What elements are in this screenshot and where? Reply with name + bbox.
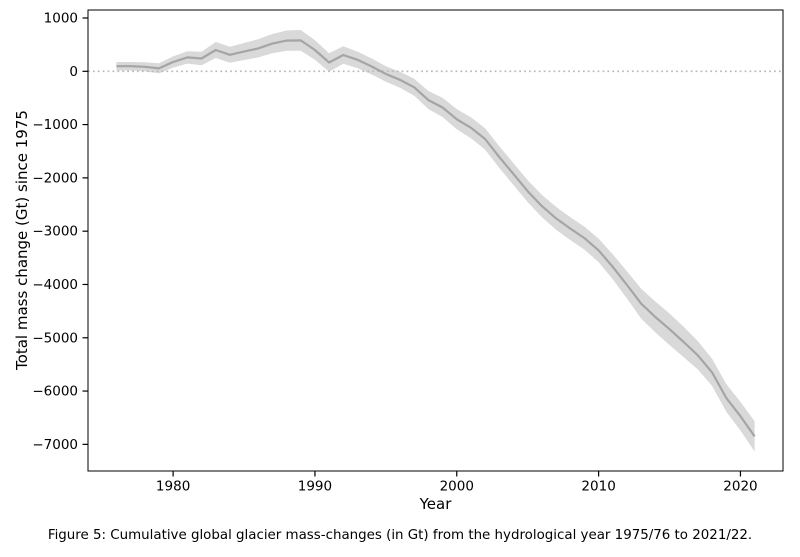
y-tick-label-−1000: −1000 bbox=[32, 117, 78, 133]
y-axis-label: Total mass change (Gt) since 1975 bbox=[13, 110, 31, 370]
x-tick-label-2010: 2010 bbox=[581, 479, 615, 495]
x-tick-label-2020: 2020 bbox=[723, 479, 757, 495]
chart-canvas: 1980 1990 2000 2010 2020 1000 0 −1000 −2000 −3000… bbox=[32, 9, 784, 495]
y-tick-label-−5000: −5000 bbox=[32, 330, 78, 346]
x-axis-label: Year bbox=[419, 495, 452, 513]
x-tick-label-1990: 1990 bbox=[298, 479, 332, 495]
y-tick-label-−2000: −2000 bbox=[32, 170, 78, 186]
x-tick-label-2000: 2000 bbox=[440, 479, 474, 495]
uncertainty-band bbox=[116, 30, 755, 452]
y-tick-label-−7000: −7000 bbox=[32, 437, 78, 453]
y-tick-label-−4000: −4000 bbox=[32, 277, 78, 293]
plot-border bbox=[87, 9, 784, 472]
y-tick-label-0: 0 bbox=[69, 64, 78, 80]
x-tick-label-1980: 1980 bbox=[156, 479, 190, 495]
mass-change-line bbox=[116, 39, 756, 438]
figure-caption: Figure 5: Cumulative global glacier mass… bbox=[47, 528, 753, 543]
y-tick-label-−6000: −6000 bbox=[32, 384, 78, 400]
y-tick-label-1000: 1000 bbox=[44, 10, 78, 26]
y-tick-label-−3000: −3000 bbox=[32, 224, 78, 240]
